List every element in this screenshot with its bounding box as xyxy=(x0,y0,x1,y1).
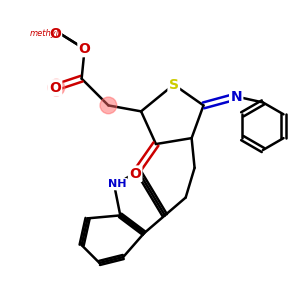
Circle shape xyxy=(48,79,65,96)
Circle shape xyxy=(100,97,117,114)
Text: O: O xyxy=(49,81,61,94)
Text: methyl: methyl xyxy=(30,29,59,38)
Text: N: N xyxy=(230,89,242,103)
Text: S: S xyxy=(169,78,179,92)
Text: O: O xyxy=(79,42,91,56)
Text: O: O xyxy=(129,167,141,181)
Text: NH: NH xyxy=(108,179,127,189)
Text: O: O xyxy=(49,27,61,41)
